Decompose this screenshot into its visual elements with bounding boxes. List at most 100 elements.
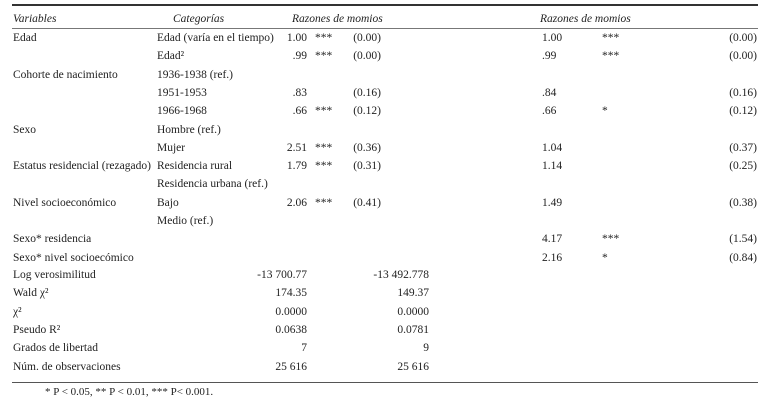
header-variables: Variables xyxy=(13,13,57,25)
cell-se2: (0.12) xyxy=(729,105,757,118)
cell-var: Nivel socioeconómico xyxy=(13,196,117,209)
stat-m2: 0.0781 xyxy=(397,323,429,336)
stat-label: Wald χ² xyxy=(13,287,49,300)
cell-sig1: *** xyxy=(315,160,333,173)
stat-row: Wald χ² 174.35 149.37 xyxy=(0,284,763,302)
cell-coef2: .84 xyxy=(542,86,557,99)
stat-m2: -13 492.778 xyxy=(373,269,429,281)
stat-row: Pseudo R² 0.0638 0.0781 xyxy=(0,321,763,339)
stat-m2: 149.37 xyxy=(397,287,429,300)
cell-cat: Medio (ref.) xyxy=(157,215,214,227)
top-rule xyxy=(12,4,758,6)
bottom-rule xyxy=(12,382,758,383)
stat-m2: 25 616 xyxy=(397,360,429,373)
table-row: Nivel socioeconómico Bajo 2.06 *** (0.41) 1.4… xyxy=(0,194,763,212)
cell-se2: (0.00) xyxy=(729,50,757,63)
cell-coef1: 1.79 xyxy=(286,160,307,173)
cell-var: Cohorte de nacimiento xyxy=(13,68,118,81)
stat-m2: 9 xyxy=(423,342,429,355)
cell-cat: Edad² xyxy=(157,50,185,63)
stat-row: χ² 0.0000 0.0000 xyxy=(0,303,763,321)
cell-coef2: 1.04 xyxy=(542,141,563,154)
stat-row: Grados de libertad 7 9 xyxy=(0,339,763,357)
cell-sig1: *** xyxy=(315,196,333,209)
cell-sig2: * xyxy=(602,105,608,118)
cell-coef2: 1.14 xyxy=(542,160,563,173)
cell-coef2: 1.00 xyxy=(542,32,563,44)
cell-sig1: *** xyxy=(315,105,333,118)
cell-cat: Residencia urbana (ref.) xyxy=(157,178,268,191)
cell-cat: Mujer xyxy=(157,141,186,154)
cell-var: Sexo* nivel socioecómico xyxy=(13,251,134,264)
cell-cat: 1951-1953 xyxy=(157,86,207,99)
stat-label: χ² xyxy=(13,305,22,318)
cell-coef2: 1.49 xyxy=(542,196,563,209)
cell-sig1: *** xyxy=(315,141,333,154)
stat-label: Pseudo R² xyxy=(13,323,61,336)
header-row: Variables Categorías Razones de momios R… xyxy=(0,10,763,28)
cell-sig2: *** xyxy=(602,233,620,246)
table-row: Estatus residencial (rezagado) Residencia… xyxy=(0,157,763,175)
header-model1: Razones de momios xyxy=(292,13,383,25)
cell-coef2: .99 xyxy=(542,50,557,63)
stat-m1: 174.35 xyxy=(275,287,307,300)
header-rule xyxy=(12,28,758,29)
table-row: 1966-1968 .66 *** (0.12) .66 * (0.12) xyxy=(0,102,763,120)
cell-cat: Residencia rural xyxy=(157,160,233,173)
table-row: Sexo* nivel socioecómico 2.16 * (0.84) xyxy=(0,249,763,267)
cell-coef1: .83 xyxy=(292,86,307,99)
cell-var: Estatus residencial (rezagado) xyxy=(13,160,151,173)
cell-se2: (0.37) xyxy=(729,141,757,154)
cell-coef1: 2.51 xyxy=(286,141,307,154)
stat-row: Núm. de observaciones 25 616 25 616 xyxy=(0,358,763,376)
cell-var: Sexo* residencia xyxy=(13,233,92,246)
cell-cat: 1936-1938 (ref.) xyxy=(157,68,234,81)
stat-m1: 0.0000 xyxy=(275,305,307,318)
cell-coef1: .99 xyxy=(292,50,307,63)
cell-se2: (0.16) xyxy=(729,86,757,99)
header-categories: Categorías xyxy=(173,13,225,25)
cell-sig1: *** xyxy=(315,32,333,44)
cell-coef1: 1.00 xyxy=(286,32,307,44)
cell-cat: Edad (varía en el tiempo) xyxy=(157,32,274,44)
cell-se2: (1.54) xyxy=(729,233,757,246)
stat-label: Núm. de observaciones xyxy=(13,360,121,373)
cell-sig2: * xyxy=(602,251,608,264)
cell-se1: (0.00) xyxy=(353,32,381,44)
cell-cat: 1966-1968 xyxy=(157,105,207,118)
cell-coef1: .66 xyxy=(292,105,307,118)
header-model2: Razones de momios xyxy=(540,13,631,25)
stat-label: Grados de libertad xyxy=(13,342,98,355)
table-row: Edad Edad (varía en el tiempo) 1.00 *** (0.0… xyxy=(0,29,763,47)
cell-cat: Hombre (ref.) xyxy=(157,123,221,136)
stat-m1: 7 xyxy=(301,342,307,355)
table-row: Residencia urbana (ref.) xyxy=(0,175,763,193)
cell-se1: (0.12) xyxy=(353,105,381,118)
cell-se1: (0.16) xyxy=(353,86,381,99)
table-row: Medio (ref.) xyxy=(0,212,763,230)
cell-sig1: *** xyxy=(315,50,333,63)
cell-coef1: 2.06 xyxy=(286,196,307,209)
cell-coef2: .66 xyxy=(542,105,557,118)
table-row: Cohorte de nacimiento 1936-1938 (ref.) xyxy=(0,66,763,84)
cell-se2: (0.38) xyxy=(729,196,757,209)
cell-se1: (0.41) xyxy=(353,196,381,209)
cell-se2: (0.00) xyxy=(729,32,757,44)
table-row: Sexo Hombre (ref.) xyxy=(0,121,763,139)
cell-var: Sexo xyxy=(13,123,36,136)
stat-label: Log verosimilitud xyxy=(13,269,96,281)
table-row: Sexo* residencia 4.17 *** (1.54) xyxy=(0,230,763,248)
table-row: 1951-1953 .83 (0.16) .84 (0.16) xyxy=(0,84,763,102)
cell-sig2: *** xyxy=(602,50,620,63)
cell-cat: Bajo xyxy=(157,196,179,209)
cell-coef2: 2.16 xyxy=(542,251,563,264)
stat-m1: -13 700.77 xyxy=(257,269,307,281)
stat-m2: 0.0000 xyxy=(397,305,429,318)
stat-row: Log verosimilitud -13 700.77 -13 492.778 xyxy=(0,266,763,284)
cell-se1: (0.31) xyxy=(353,160,381,173)
cell-coef2: 4.17 xyxy=(542,233,563,246)
table-row: Mujer 2.51 *** (0.36) 1.04 (0.37) xyxy=(0,139,763,157)
stat-m1: 0.0638 xyxy=(275,323,307,336)
cell-se2: (0.84) xyxy=(729,251,757,264)
cell-se1: (0.36) xyxy=(353,141,381,154)
